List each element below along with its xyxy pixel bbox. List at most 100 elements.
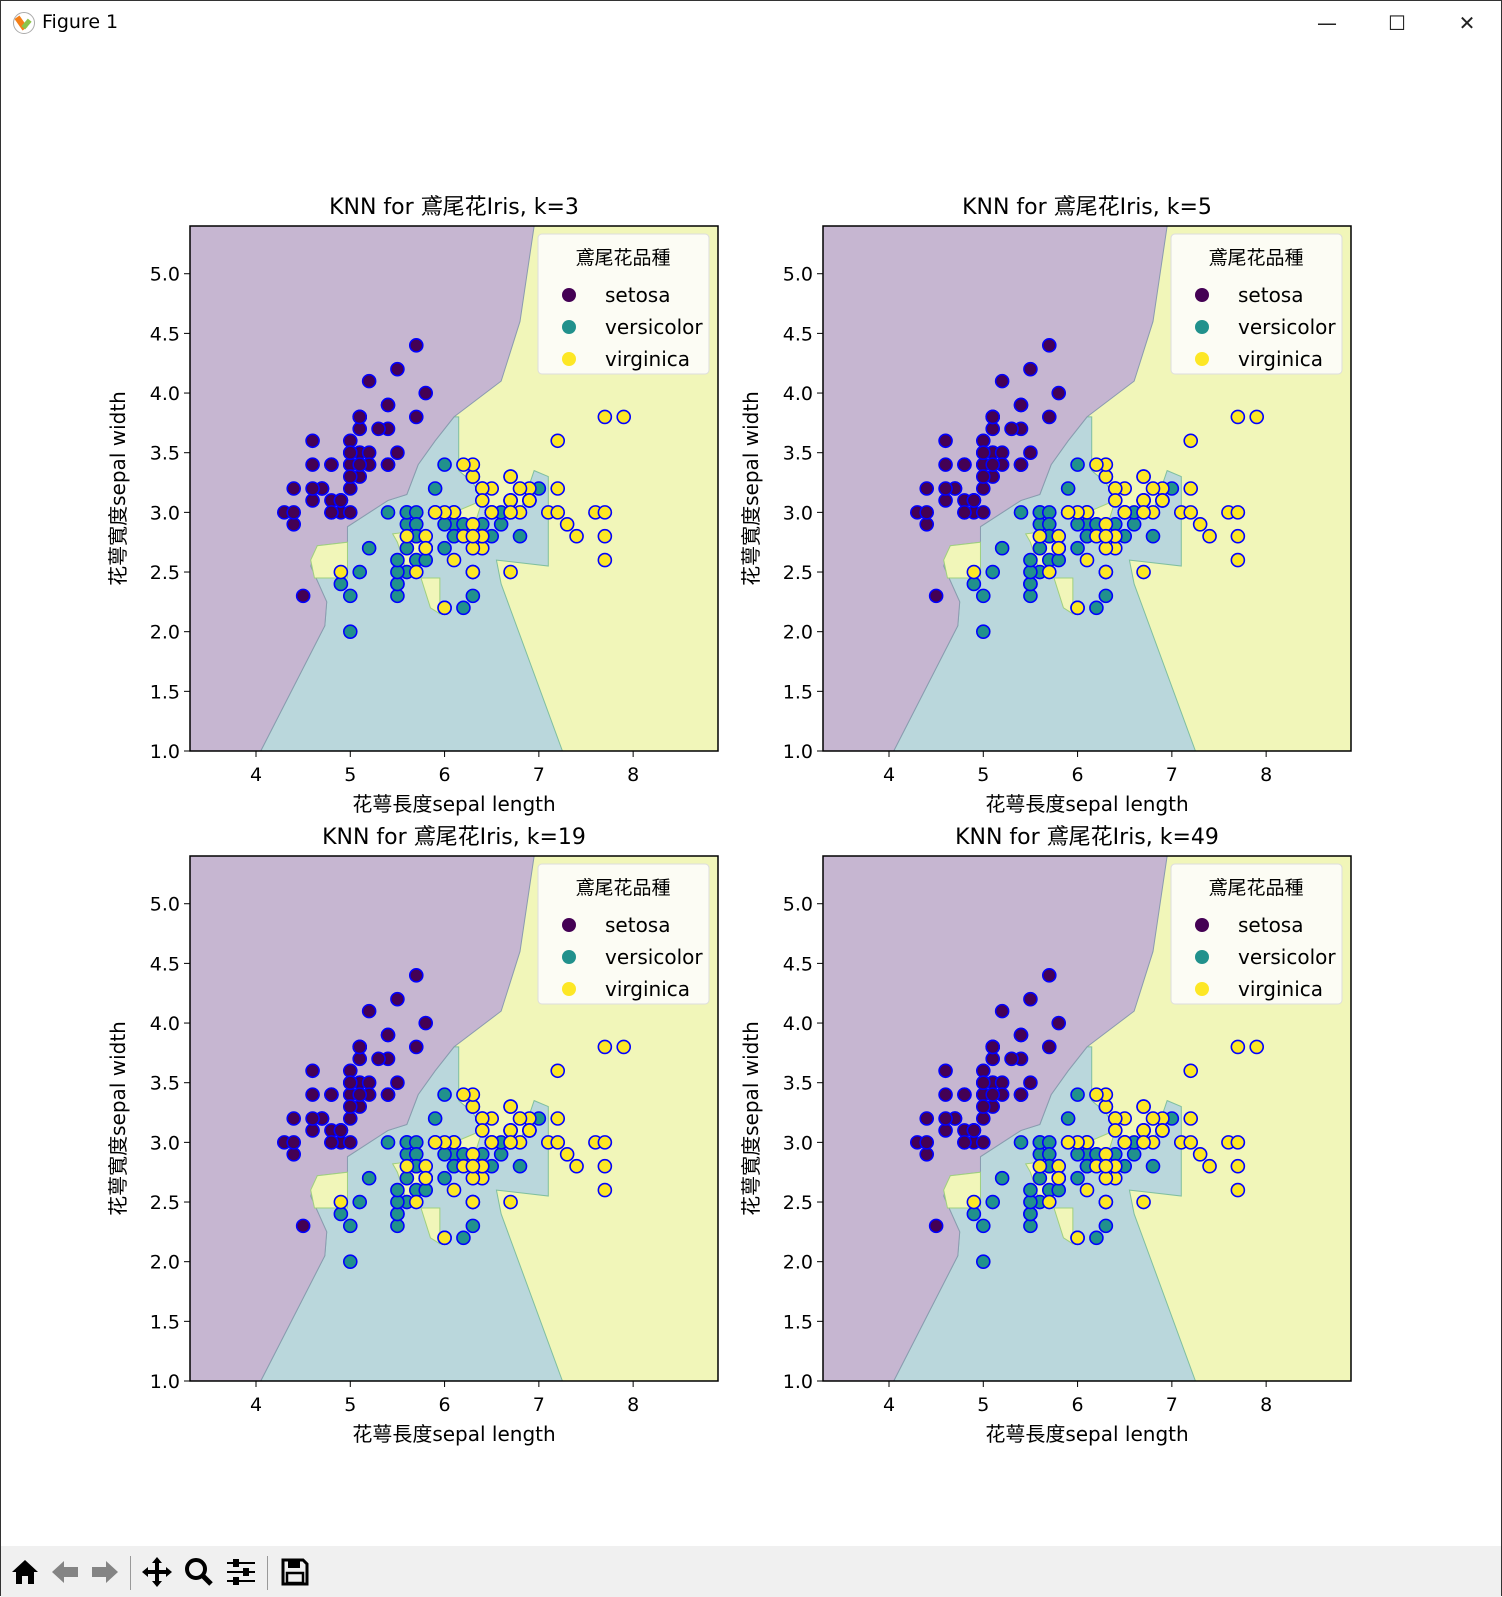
y-axis-label: 花萼寬度sepal width xyxy=(739,1021,763,1216)
point-virginica xyxy=(1070,600,1085,616)
pan-button[interactable] xyxy=(137,1552,177,1592)
point-virginica xyxy=(1070,1230,1085,1246)
legend-marker-setosa xyxy=(1195,288,1209,302)
point-virginica xyxy=(1136,1194,1151,1210)
point-versicolor xyxy=(1023,576,1038,592)
point-setosa xyxy=(1023,361,1038,377)
point-virginica xyxy=(1098,564,1114,580)
matplotlib-logo-icon xyxy=(13,12,35,34)
point-versicolor xyxy=(437,1170,452,1186)
legend-title: 鳶尾花品種 xyxy=(575,247,670,269)
point-versicolor xyxy=(1023,1218,1038,1234)
point-setosa xyxy=(305,457,320,472)
close-button[interactable]: ✕ xyxy=(1458,11,1476,35)
point-versicolor xyxy=(1145,528,1161,544)
point-versicolor xyxy=(437,540,452,556)
point-setosa xyxy=(305,1111,320,1126)
point-virginica xyxy=(1051,1170,1067,1186)
point-virginica xyxy=(1230,1135,1246,1150)
point-setosa xyxy=(1023,991,1038,1007)
y-tick-label: 3.5 xyxy=(783,1073,813,1095)
y-tick-label: 4.5 xyxy=(150,953,180,975)
point-virginica xyxy=(1136,493,1151,508)
y-tick-label: 3.0 xyxy=(783,1132,813,1154)
y-tick-label: 2.5 xyxy=(783,562,813,584)
chart-title: KNN for 鳶尾花Iris, k=5 xyxy=(962,195,1212,220)
point-virginica xyxy=(569,528,584,544)
point-setosa xyxy=(390,361,405,377)
axes-frame xyxy=(822,855,1352,1382)
legend-marker-versicolor xyxy=(562,950,576,964)
minimize-button[interactable]: — xyxy=(1317,11,1337,35)
point-virginica xyxy=(418,1170,434,1186)
home-button[interactable] xyxy=(5,1552,45,1592)
point-versicolor xyxy=(408,505,424,520)
point-setosa xyxy=(957,1135,972,1150)
point-virginica xyxy=(503,1194,518,1210)
point-virginica xyxy=(1041,564,1057,580)
legend-marker-virginica xyxy=(562,352,576,366)
point-virginica xyxy=(1107,1111,1123,1126)
configure-subplots-button[interactable] xyxy=(221,1552,261,1592)
save-button[interactable] xyxy=(275,1552,315,1592)
point-versicolor xyxy=(1089,1230,1104,1246)
point-setosa xyxy=(1004,421,1019,437)
point-setosa xyxy=(286,481,302,496)
point-versicolor xyxy=(352,1194,368,1210)
point-virginica xyxy=(418,1158,434,1174)
x-tick-label: 7 xyxy=(1166,1394,1178,1416)
point-setosa xyxy=(1013,1027,1029,1043)
forward-button[interactable] xyxy=(85,1552,125,1592)
point-virginica xyxy=(503,469,518,484)
point-versicolor xyxy=(1070,1087,1085,1102)
zoom-button[interactable] xyxy=(179,1552,219,1592)
back-button[interactable] xyxy=(45,1552,85,1592)
title-bar: Figure 1 — ☐ ✕ xyxy=(1,1,1501,45)
point-setosa xyxy=(975,445,991,461)
legend-marker-virginica xyxy=(562,982,576,996)
point-virginica xyxy=(1192,516,1208,532)
y-tick-label: 4.0 xyxy=(783,383,813,405)
point-setosa xyxy=(975,505,991,520)
point-versicolor xyxy=(390,552,405,568)
point-virginica xyxy=(1098,469,1114,484)
point-virginica xyxy=(1098,528,1114,544)
point-versicolor xyxy=(361,1170,377,1186)
point-versicolor xyxy=(437,457,452,472)
point-setosa xyxy=(1051,1015,1067,1031)
point-virginica xyxy=(474,1123,490,1138)
legend-marker-versicolor xyxy=(562,320,576,334)
subplot-3: 4 5 6 7 8 1.0 1.5 2.0 2.5 3.0 3.5 4.0 4.5 5.0 KNN for … xyxy=(106,825,719,1446)
point-versicolor xyxy=(975,624,991,639)
point-virginica xyxy=(408,564,424,580)
point-setosa xyxy=(938,457,953,472)
point-setosa xyxy=(985,457,1001,472)
point-setosa xyxy=(295,1218,311,1234)
point-versicolor xyxy=(1060,1111,1076,1126)
legend-marker-setosa xyxy=(562,288,576,302)
point-virginica xyxy=(1060,505,1076,520)
point-virginica xyxy=(465,1194,481,1210)
point-virginica xyxy=(456,1087,471,1102)
point-setosa xyxy=(371,1051,386,1067)
y-tick-label: 4.5 xyxy=(150,323,180,345)
point-setosa xyxy=(361,373,377,389)
point-versicolor xyxy=(390,588,405,604)
point-virginica xyxy=(1230,552,1246,568)
point-setosa xyxy=(371,421,386,437)
x-tick-label: 8 xyxy=(1260,1394,1272,1416)
point-virginica xyxy=(1032,1158,1048,1174)
figure-canvas[interactable]: 4 5 6 7 8 1.0 1.5 2.0 2.5 3.0 3.5 4.0 4.5 5.0 KNN for … xyxy=(1,45,1501,1545)
point-virginica xyxy=(550,1135,566,1150)
point-versicolor xyxy=(512,528,528,544)
maximize-button[interactable]: ☐ xyxy=(1388,11,1406,35)
point-setosa xyxy=(324,1087,339,1102)
x-tick-label: 4 xyxy=(250,764,262,786)
point-virginica xyxy=(1079,552,1095,568)
y-tick-label: 2.0 xyxy=(150,1252,180,1274)
legend: 鳶尾花品種 setosa versicolor virginica xyxy=(537,233,710,375)
legend-label-versicolor: versicolor xyxy=(1238,945,1336,969)
y-tick-label: 1.5 xyxy=(783,681,813,703)
point-setosa xyxy=(975,1063,991,1079)
x-tick-label: 4 xyxy=(883,764,895,786)
